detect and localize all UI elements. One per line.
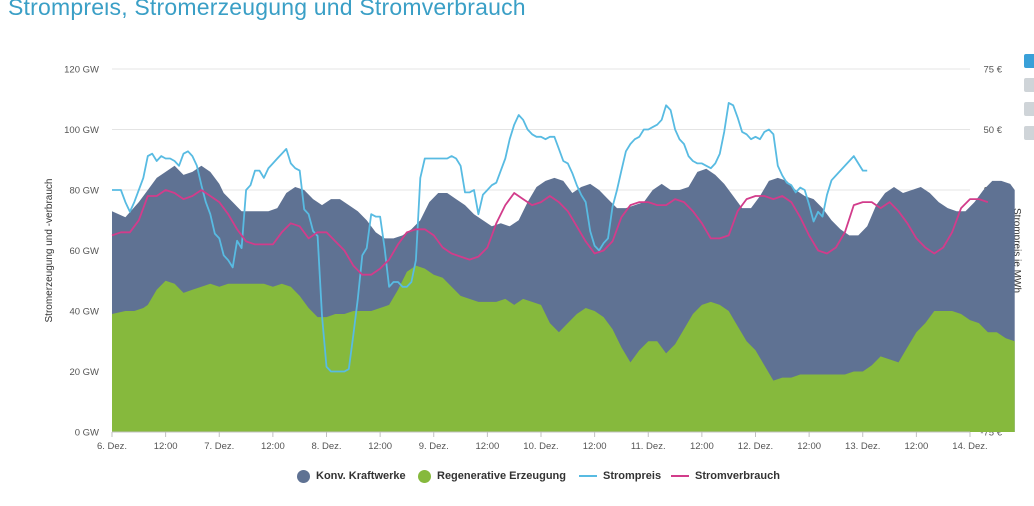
y-left-axis-title: Stromerzeugung und -verbrauch	[44, 179, 55, 323]
series-regenerative-erzeugung-area	[112, 265, 1015, 432]
chart-title: Strompreis, Stromerzeugung und Stromverb…	[8, 0, 526, 20]
y-left-tick-label: 120 GW	[64, 65, 99, 76]
x-tick-label: 12:00	[261, 441, 285, 452]
y-right-axis-title: Strompreis je MWh	[1011, 208, 1022, 293]
x-tick-label: 11. Dez.	[631, 441, 666, 452]
legend-swatch-regen	[418, 469, 431, 483]
share-icon[interactable]	[1024, 102, 1034, 116]
twitter-icon[interactable]	[1024, 54, 1034, 68]
share-icon[interactable]	[1024, 78, 1034, 92]
x-tick-label: 12. Dez.	[738, 441, 773, 452]
y-right-tick-label: 50 €	[984, 125, 1003, 136]
x-tick-label: 14. Dez.	[952, 441, 987, 452]
y-right-tick-label: -75 €	[980, 428, 1002, 439]
y-left-tick-label: 80 GW	[69, 186, 99, 197]
x-tick-label: 6. Dez.	[97, 441, 127, 452]
legend-label-konv: Konv. Kraftwerke	[316, 470, 406, 482]
x-tick-label: 12:00	[154, 441, 178, 452]
x-tick-label: 12:00	[368, 441, 392, 452]
legend-item-preis[interactable]: Strompreis	[579, 462, 661, 490]
x-tick-label: 9. Dez.	[419, 441, 449, 452]
y-right-tick-label: 75 €	[984, 65, 1003, 76]
legend-swatch-konv	[297, 469, 310, 483]
legend-item-regen[interactable]: Regenerative Erzeugung	[418, 462, 566, 490]
x-tick-label: 12:00	[797, 441, 821, 452]
series-strompreis-line	[112, 102, 868, 373]
series-stromverbrauch-line	[111, 189, 989, 276]
y-left-tick-label: 100 GW	[64, 125, 99, 136]
chart-legend: Konv. Kraftwerke Regenerative Erzeugung …	[0, 462, 1034, 490]
x-tick-label: 7. Dez.	[204, 441, 234, 452]
x-tick-label: 12:00	[690, 441, 714, 452]
legend-swatch-verbrauch	[671, 475, 689, 477]
y-left-tick-label: 40 GW	[69, 307, 99, 318]
x-tick-label: 10. Dez.	[523, 441, 558, 452]
y-left-tick-label: 20 GW	[69, 367, 99, 378]
y-left-tick-label: 60 GW	[69, 246, 99, 257]
y-left-tick-label: 0 GW	[75, 428, 99, 439]
x-tick-label: 13. Dez.	[845, 441, 880, 452]
x-tick-label: 12:00	[904, 441, 928, 452]
legend-item-konv[interactable]: Konv. Kraftwerke	[297, 462, 406, 490]
legend-label-preis: Strompreis	[603, 470, 662, 482]
x-tick-label: 12:00	[475, 441, 499, 452]
x-tick-label: 12:00	[583, 441, 607, 452]
legend-label-verbrauch: Stromverbrauch	[695, 470, 780, 482]
print-icon[interactable]	[1024, 126, 1034, 140]
legend-item-verbrauch[interactable]: Stromverbrauch	[671, 462, 780, 490]
legend-swatch-preis	[579, 475, 597, 477]
legend-label-regen: Regenerative Erzeugung	[437, 470, 566, 482]
x-tick-label: 8. Dez.	[311, 441, 341, 452]
